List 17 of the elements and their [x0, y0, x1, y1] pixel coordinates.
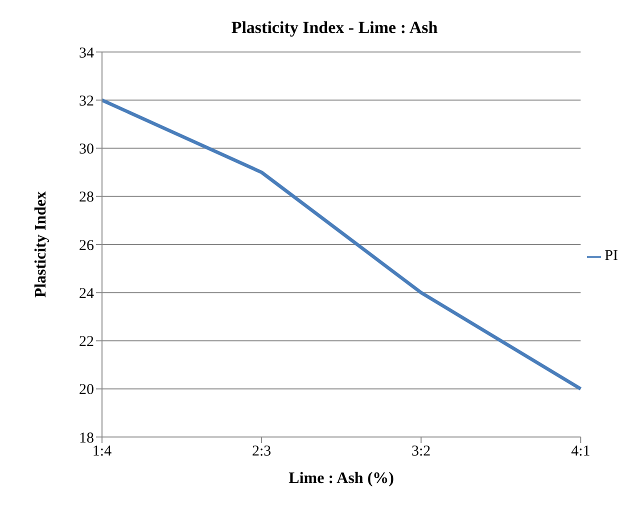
y-tick-label: 20	[79, 382, 94, 398]
x-tick-label: 2:3	[252, 444, 272, 460]
y-axis-title: Plasticity Index	[32, 191, 50, 298]
x-tick-label: 3:2	[412, 444, 431, 460]
y-tick-label: 32	[79, 93, 94, 110]
x-axis-title: Lime : Ash (%)	[288, 470, 394, 487]
y-tick-label: 28	[79, 190, 94, 206]
y-tick-label: 18	[79, 430, 94, 446]
legend-label: PI	[604, 248, 618, 264]
y-tick-label: 24	[79, 286, 94, 302]
y-tick-label: 34	[79, 45, 94, 62]
y-tick-label: 26	[79, 238, 94, 254]
x-tick-label: 4:1	[571, 444, 590, 460]
y-tick-label: 22	[79, 334, 94, 350]
chart-title: Plasticity Index - Lime : Ash	[230, 18, 439, 38]
x-tick-label: 1:4	[92, 444, 112, 460]
y-tick-label: 30	[79, 142, 94, 158]
